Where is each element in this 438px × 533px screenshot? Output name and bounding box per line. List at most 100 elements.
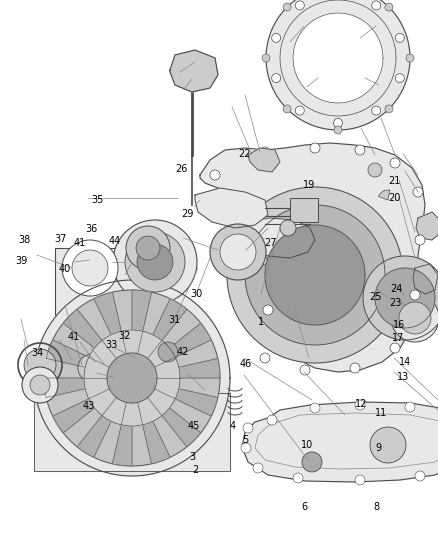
Circle shape [295, 1, 304, 10]
Circle shape [372, 106, 381, 115]
Circle shape [355, 145, 365, 155]
Text: 16: 16 [392, 320, 405, 330]
Circle shape [62, 240, 118, 296]
Circle shape [302, 452, 322, 472]
Wedge shape [378, 190, 390, 200]
Text: 20: 20 [388, 193, 400, 203]
Bar [55, 248, 137, 323]
Circle shape [210, 224, 266, 280]
Circle shape [405, 402, 415, 412]
Polygon shape [34, 393, 230, 471]
Polygon shape [195, 188, 268, 228]
Text: 31: 31 [168, 315, 180, 325]
Circle shape [78, 354, 106, 382]
Circle shape [355, 400, 365, 410]
Circle shape [413, 187, 423, 197]
Polygon shape [266, 0, 410, 130]
Polygon shape [179, 358, 220, 378]
Text: 5: 5 [242, 435, 248, 445]
Circle shape [310, 143, 320, 153]
Polygon shape [416, 212, 438, 240]
Circle shape [390, 158, 400, 168]
Text: 41: 41 [67, 332, 80, 342]
Text: 12: 12 [355, 399, 367, 409]
Circle shape [220, 234, 256, 270]
Text: 6: 6 [301, 503, 307, 512]
Circle shape [385, 3, 393, 11]
Circle shape [333, 118, 343, 127]
Circle shape [263, 305, 273, 315]
Polygon shape [132, 290, 152, 331]
Circle shape [415, 471, 425, 481]
Circle shape [372, 1, 381, 10]
Circle shape [262, 54, 270, 62]
Circle shape [310, 403, 320, 413]
Polygon shape [113, 425, 132, 466]
Circle shape [272, 74, 281, 83]
Polygon shape [363, 256, 438, 340]
Circle shape [334, 126, 342, 134]
Circle shape [396, 34, 404, 43]
Polygon shape [63, 309, 102, 348]
Text: 29: 29 [181, 209, 194, 219]
Circle shape [350, 363, 360, 373]
Text: 43: 43 [82, 401, 95, 411]
Text: 32: 32 [119, 331, 131, 341]
Text: 19: 19 [303, 181, 315, 190]
Text: 13: 13 [397, 373, 409, 382]
Text: 3: 3 [190, 452, 196, 462]
Circle shape [22, 367, 58, 403]
Circle shape [30, 375, 50, 395]
Text: 27: 27 [265, 238, 277, 248]
Polygon shape [44, 378, 85, 398]
Text: 30: 30 [190, 289, 202, 299]
Polygon shape [107, 353, 157, 403]
Circle shape [267, 415, 277, 425]
Text: 38: 38 [18, 235, 30, 245]
Circle shape [126, 226, 170, 270]
Text: 42: 42 [177, 347, 189, 357]
Polygon shape [46, 340, 89, 367]
Text: 36: 36 [85, 224, 97, 234]
Circle shape [241, 443, 251, 453]
Text: 22: 22 [238, 149, 251, 158]
Text: 24: 24 [390, 285, 403, 294]
Polygon shape [84, 330, 180, 426]
Polygon shape [170, 50, 218, 92]
Text: 46: 46 [240, 359, 252, 368]
Bar [290, 198, 318, 222]
Polygon shape [245, 205, 385, 345]
Text: 39: 39 [15, 256, 27, 266]
Text: 35: 35 [91, 195, 103, 205]
Text: 34: 34 [31, 348, 43, 358]
Polygon shape [175, 389, 218, 416]
Polygon shape [413, 264, 438, 294]
Polygon shape [153, 298, 187, 341]
Text: 17: 17 [392, 334, 405, 343]
Circle shape [406, 54, 414, 62]
Circle shape [113, 220, 197, 304]
Text: 41: 41 [74, 238, 86, 247]
Polygon shape [242, 402, 438, 482]
Circle shape [280, 220, 296, 236]
Circle shape [125, 232, 185, 292]
Polygon shape [53, 399, 95, 433]
Text: 14: 14 [399, 358, 411, 367]
Polygon shape [248, 148, 280, 172]
Text: 2: 2 [192, 465, 198, 475]
Circle shape [390, 343, 400, 353]
Circle shape [272, 34, 281, 43]
Circle shape [370, 427, 406, 463]
Text: 33: 33 [106, 341, 118, 350]
Text: 1: 1 [258, 318, 264, 327]
Text: 10: 10 [300, 440, 313, 450]
Circle shape [385, 105, 393, 113]
Polygon shape [143, 421, 170, 464]
Circle shape [293, 473, 303, 483]
Polygon shape [34, 280, 230, 476]
Circle shape [391, 294, 438, 342]
Text: 4: 4 [229, 422, 235, 431]
Circle shape [399, 302, 431, 334]
Text: 44: 44 [109, 236, 121, 246]
Circle shape [283, 3, 291, 11]
